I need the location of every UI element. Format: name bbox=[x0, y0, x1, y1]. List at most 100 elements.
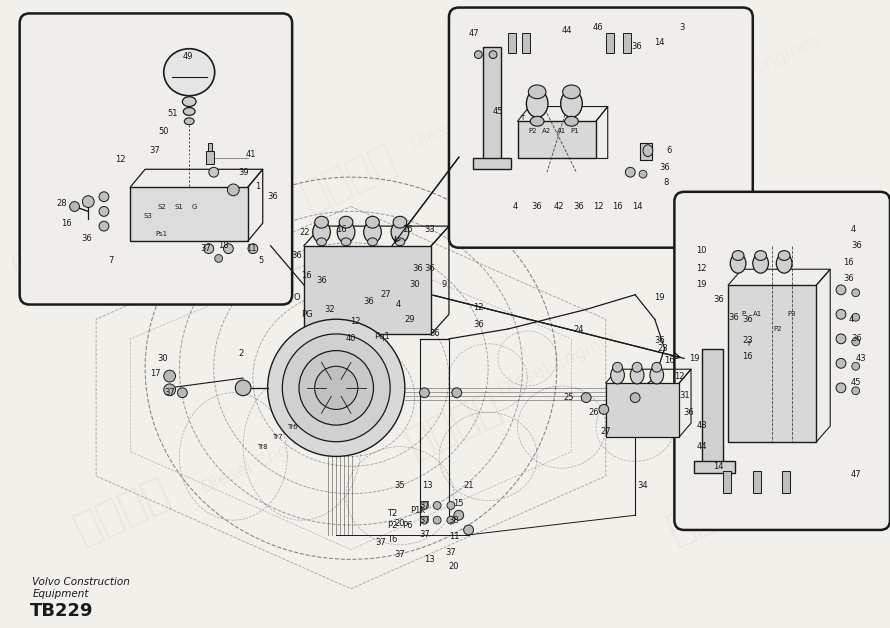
Text: 27: 27 bbox=[380, 290, 391, 299]
Text: 24: 24 bbox=[573, 325, 584, 333]
Text: 12: 12 bbox=[351, 317, 361, 326]
Circle shape bbox=[852, 313, 860, 321]
Bar bbox=[623, 33, 631, 53]
Circle shape bbox=[651, 362, 661, 372]
Text: T6: T6 bbox=[387, 535, 397, 544]
Text: 42: 42 bbox=[554, 202, 564, 211]
Ellipse shape bbox=[611, 366, 625, 384]
Text: 14: 14 bbox=[713, 462, 724, 471]
Text: 16: 16 bbox=[612, 202, 623, 211]
Text: 6: 6 bbox=[667, 146, 672, 155]
Circle shape bbox=[626, 167, 635, 177]
Text: 36: 36 bbox=[292, 251, 303, 260]
Text: 36: 36 bbox=[267, 192, 278, 201]
Text: 12: 12 bbox=[473, 303, 483, 312]
Circle shape bbox=[852, 387, 860, 395]
Circle shape bbox=[83, 196, 94, 207]
Text: 45: 45 bbox=[493, 107, 503, 116]
Text: 19: 19 bbox=[689, 354, 700, 363]
Text: 37: 37 bbox=[419, 531, 430, 539]
Ellipse shape bbox=[562, 85, 580, 99]
Text: 37: 37 bbox=[165, 388, 175, 398]
Text: P: P bbox=[740, 311, 745, 317]
Text: 紫发动力: 紫发动力 bbox=[69, 470, 176, 551]
Text: 45: 45 bbox=[851, 379, 861, 387]
Text: 18: 18 bbox=[218, 241, 229, 250]
Circle shape bbox=[630, 392, 640, 403]
Text: 35: 35 bbox=[394, 481, 405, 490]
Text: S2: S2 bbox=[158, 203, 166, 210]
Circle shape bbox=[209, 167, 219, 177]
Text: A2: A2 bbox=[542, 128, 552, 134]
Bar bbox=[782, 471, 790, 493]
FancyBboxPatch shape bbox=[675, 192, 890, 530]
Bar bbox=[522, 33, 530, 53]
Circle shape bbox=[164, 370, 175, 382]
Ellipse shape bbox=[391, 221, 409, 243]
Text: 19: 19 bbox=[697, 281, 707, 290]
Text: 紫发动力: 紫发动力 bbox=[295, 138, 403, 218]
Circle shape bbox=[836, 383, 845, 392]
Text: Tr8: Tr8 bbox=[257, 443, 268, 450]
Text: P2: P2 bbox=[387, 521, 397, 529]
Text: 27: 27 bbox=[601, 428, 611, 436]
Text: 37: 37 bbox=[150, 146, 160, 155]
Text: 5: 5 bbox=[258, 256, 263, 265]
Ellipse shape bbox=[315, 216, 328, 228]
Circle shape bbox=[177, 388, 187, 398]
Circle shape bbox=[235, 380, 251, 396]
Circle shape bbox=[433, 516, 441, 524]
Text: Equipment: Equipment bbox=[32, 588, 89, 598]
Ellipse shape bbox=[312, 221, 330, 243]
Text: 36: 36 bbox=[632, 42, 643, 51]
Text: Diesel-Engines: Diesel-Engines bbox=[494, 327, 623, 399]
Text: 36: 36 bbox=[424, 264, 434, 273]
Ellipse shape bbox=[183, 107, 195, 116]
Text: 16: 16 bbox=[742, 352, 753, 361]
Text: 4: 4 bbox=[848, 315, 854, 323]
Text: 36: 36 bbox=[81, 234, 92, 244]
Text: 22: 22 bbox=[300, 229, 310, 237]
Circle shape bbox=[69, 202, 79, 212]
Ellipse shape bbox=[339, 216, 353, 228]
Circle shape bbox=[433, 502, 441, 509]
Ellipse shape bbox=[366, 216, 379, 228]
Text: 30: 30 bbox=[409, 281, 420, 290]
Text: Diesel-Engines: Diesel-Engines bbox=[695, 31, 823, 104]
Text: P1k: P1k bbox=[410, 506, 425, 515]
Text: 41: 41 bbox=[246, 150, 256, 159]
Text: 23: 23 bbox=[742, 336, 753, 345]
Text: 17: 17 bbox=[150, 369, 160, 377]
Ellipse shape bbox=[776, 254, 792, 273]
Text: P2: P2 bbox=[773, 326, 781, 332]
Text: 36: 36 bbox=[654, 336, 665, 345]
Text: 37: 37 bbox=[375, 538, 385, 547]
Text: 32: 32 bbox=[324, 305, 335, 314]
Text: S1: S1 bbox=[175, 203, 184, 210]
Text: 36: 36 bbox=[412, 264, 423, 273]
Text: 15: 15 bbox=[454, 499, 464, 508]
Text: 紫发动力: 紫发动力 bbox=[7, 212, 116, 292]
Bar bbox=[724, 471, 732, 493]
Text: 48: 48 bbox=[697, 421, 708, 430]
Ellipse shape bbox=[164, 49, 214, 95]
Text: 47: 47 bbox=[468, 28, 479, 38]
Bar bbox=[640, 143, 651, 160]
Text: PG: PG bbox=[301, 310, 312, 319]
Circle shape bbox=[836, 359, 845, 368]
Circle shape bbox=[447, 502, 455, 509]
Text: 36: 36 bbox=[573, 202, 584, 211]
Bar bbox=[303, 246, 432, 334]
Text: 4: 4 bbox=[850, 225, 855, 234]
Bar bbox=[518, 121, 596, 158]
Bar bbox=[606, 383, 679, 437]
Text: Diesel-Engines: Diesel-Engines bbox=[721, 413, 850, 485]
Circle shape bbox=[99, 192, 109, 202]
Circle shape bbox=[228, 184, 239, 196]
Circle shape bbox=[447, 516, 455, 524]
Text: 紫发动力: 紫发动力 bbox=[574, 76, 683, 156]
Circle shape bbox=[836, 334, 845, 344]
Ellipse shape bbox=[364, 221, 381, 243]
Circle shape bbox=[452, 388, 462, 398]
Ellipse shape bbox=[182, 97, 196, 107]
